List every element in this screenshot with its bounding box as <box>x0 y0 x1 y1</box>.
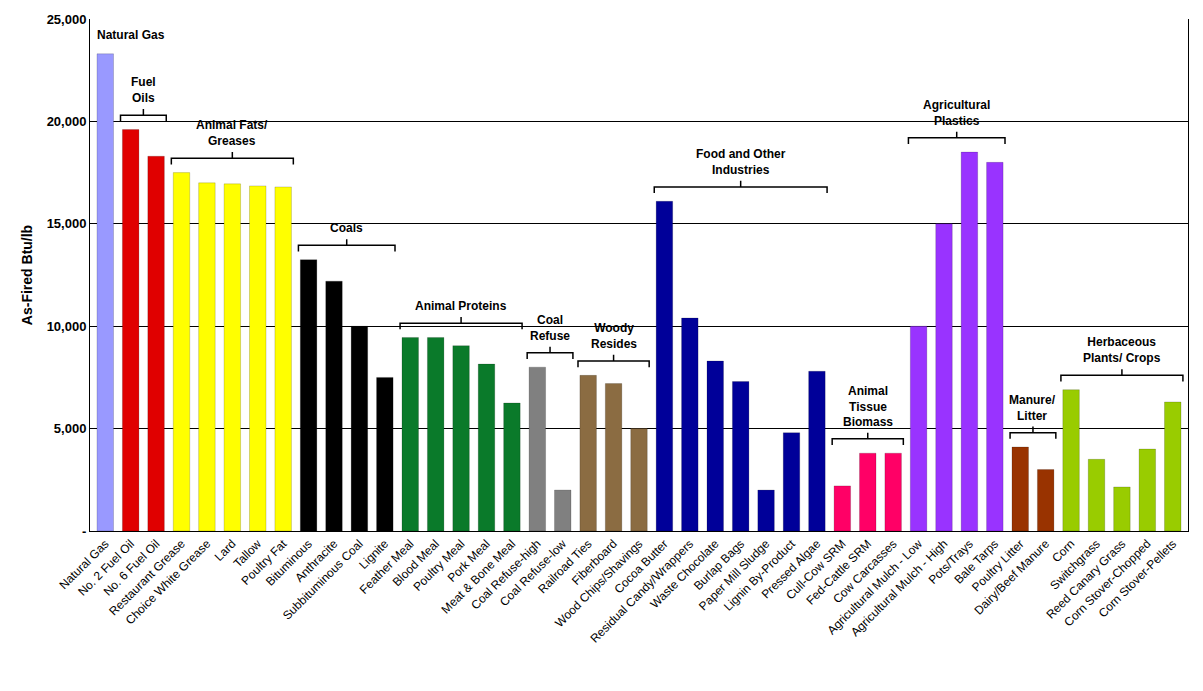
svg-text:Natural Gas: Natural Gas <box>56 537 111 592</box>
svg-text:No. 6 Fuel Oil: No. 6 Fuel Oil <box>101 537 163 599</box>
svg-text:Food and OtherIndustries: Food and OtherIndustries <box>696 147 786 177</box>
svg-text:HerbaceousPlants/ Crops: HerbaceousPlants/ Crops <box>1083 335 1161 365</box>
svg-text:Poultry Litter: Poultry Litter <box>969 537 1027 595</box>
svg-text:Manure/Litter: Manure/Litter <box>1009 393 1056 423</box>
svg-text:CoalRefuse: CoalRefuse <box>530 313 570 343</box>
svg-text:Corn Stover-Chopped: Corn Stover-Chopped <box>1061 537 1153 629</box>
svg-text:Meat & Bone Meal: Meat & Bone Meal <box>439 537 519 617</box>
svg-text:No. 2 Fuel Oil: No. 2 Fuel Oil <box>75 537 137 599</box>
svg-text:Reed Canary Grass: Reed Canary Grass <box>1043 537 1128 622</box>
svg-text:Feather Meal: Feather Meal <box>357 537 417 597</box>
svg-text:Fed-Cattle SRM: Fed-Cattle SRM <box>803 537 874 608</box>
svg-text:25,000: 25,000 <box>47 12 87 27</box>
svg-text:Coal Refuse-low: Coal Refuse-low <box>497 537 569 609</box>
svg-text:Pots/Trays: Pots/Trays <box>926 537 976 587</box>
svg-text:Residual Candy/Wrappers: Residual Candy/Wrappers <box>587 537 696 646</box>
svg-text:Cull-Cow SRM: Cull-Cow SRM <box>783 537 849 603</box>
svg-text:Lignite: Lignite <box>356 537 391 572</box>
svg-text:Bituminous: Bituminous <box>263 537 315 589</box>
svg-text:Restaurant Grease: Restaurant Grease <box>106 537 188 619</box>
svg-text:Cocoa Butter: Cocoa Butter <box>611 537 670 596</box>
svg-text:Dairy/Beef Manure: Dairy/Beef Manure <box>971 537 1052 618</box>
svg-text:Animal Proteins: Animal Proteins <box>415 299 507 313</box>
svg-text:WoodyResides: WoodyResides <box>591 321 637 351</box>
svg-text:Lard: Lard <box>212 537 239 564</box>
svg-text:Agricultural Mulch - High: Agricultural Mulch - High <box>848 537 950 639</box>
svg-text:Corn Stover-Pellets: Corn Stover-Pellets <box>1096 537 1179 620</box>
svg-text:Pressed Algae: Pressed Algae <box>759 537 824 602</box>
svg-text:15,000: 15,000 <box>47 216 87 231</box>
svg-text:Burlap Bags: Burlap Bags <box>691 537 747 593</box>
svg-text:Wood Chips/Shavings: Wood Chips/Shavings <box>552 537 645 630</box>
svg-text:Switchgrass: Switchgrass <box>1047 537 1103 593</box>
svg-text:Animal Fats/Greases: Animal Fats/Greases <box>196 118 268 148</box>
svg-text:Cow Carcasses: Cow Carcasses <box>830 537 899 606</box>
svg-text:Waste Chocolate: Waste Chocolate <box>647 537 721 611</box>
svg-text:Anthracite: Anthracite <box>292 537 340 585</box>
svg-text:20,000: 20,000 <box>47 114 87 129</box>
svg-text:Poultry Meal: Poultry Meal <box>410 537 467 594</box>
svg-text:10,000: 10,000 <box>47 319 87 334</box>
svg-text:AgriculturalPlastics: AgriculturalPlastics <box>923 98 990 128</box>
svg-text:Poultry Fat: Poultry Fat <box>239 536 290 587</box>
svg-text:Agricultural Mulch - Low: Agricultural Mulch - Low <box>825 537 926 638</box>
svg-text:Bale Tarps: Bale Tarps <box>951 537 1001 587</box>
svg-text:Coals: Coals <box>330 221 363 235</box>
svg-text:AnimalTissueBiomass: AnimalTissueBiomass <box>843 384 893 429</box>
svg-text:Pork Meal: Pork Meal <box>445 537 493 585</box>
svg-text:Lignin By-Product: Lignin By-Product <box>721 536 798 613</box>
svg-text:As-Fired Btu/lb: As-Fired Btu/lb <box>19 225 35 325</box>
svg-text:Blood Meal: Blood Meal <box>390 537 442 589</box>
svg-text:Paper Mill Sludge: Paper Mill Sludge <box>696 537 773 614</box>
svg-text:Subbituminous Coal: Subbituminous Coal <box>280 537 366 623</box>
svg-text:-: - <box>82 524 86 539</box>
svg-text:Natural Gas: Natural Gas <box>97 28 165 42</box>
svg-text:Coal Refuse-high: Coal Refuse-high <box>468 537 543 612</box>
svg-text:Railroad Ties: Railroad Ties <box>535 537 594 596</box>
svg-text:FuelOils: FuelOils <box>131 75 156 105</box>
svg-text:Tallow: Tallow <box>231 537 265 571</box>
svg-text:Fiberboard: Fiberboard <box>569 537 620 588</box>
svg-text:5,000: 5,000 <box>54 421 87 436</box>
svg-text:Corn: Corn <box>1049 537 1077 565</box>
svg-text:Choice White Grease: Choice White Grease <box>123 537 214 628</box>
